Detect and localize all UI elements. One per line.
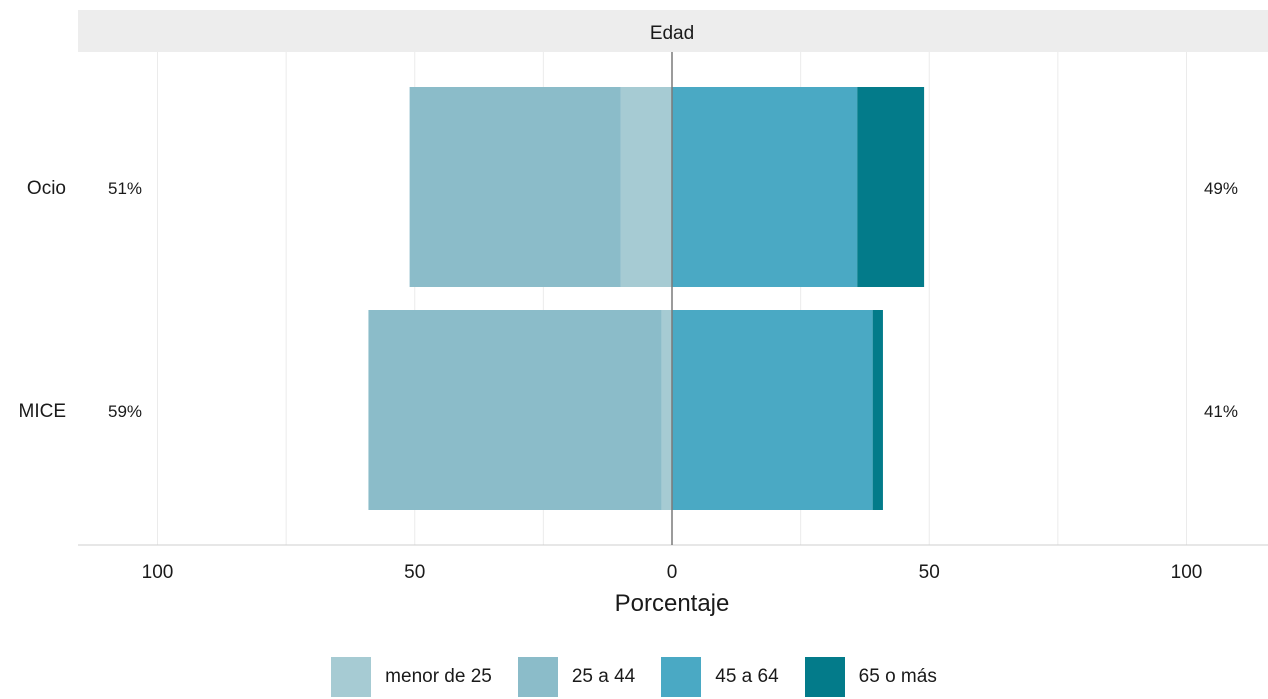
x-tick-label: 100 <box>142 562 174 583</box>
x-tick-label: 50 <box>404 562 425 583</box>
legend: menor de 25 25 a 44 45 a 64 65 o más <box>0 655 1268 699</box>
facet-label: Edad <box>650 23 694 44</box>
legend-item: 45 a 64 <box>661 657 779 697</box>
legend-swatch <box>804 657 845 697</box>
left-total-label: 51% <box>108 179 142 198</box>
bar <box>672 87 858 287</box>
x-tick-label: 50 <box>919 562 940 583</box>
bar <box>857 87 925 287</box>
category-label: Ocio <box>27 178 66 199</box>
bar <box>620 87 672 287</box>
legend-item: 65 o más <box>804 657 937 697</box>
legend-label: 25 a 44 <box>571 666 636 687</box>
bar <box>661 310 672 510</box>
legend-label: 65 o más <box>858 666 937 687</box>
legend-swatch <box>661 657 702 697</box>
legend-item: menor de 25 <box>331 657 492 697</box>
legend-swatch <box>331 657 372 697</box>
bar <box>368 310 662 510</box>
right-total-label: 49% <box>1204 179 1238 198</box>
x-tick-label: 0 <box>667 562 678 583</box>
x-tick-label: 100 <box>1171 562 1203 583</box>
bar <box>872 310 883 510</box>
right-total-label: 41% <box>1204 402 1238 421</box>
legend-swatch <box>517 657 558 697</box>
legend-item: 25 a 44 <box>517 657 636 697</box>
bar <box>409 87 621 287</box>
facet-strip <box>78 10 1268 52</box>
legend-label: menor de 25 <box>385 666 492 687</box>
left-total-label: 59% <box>108 402 142 421</box>
category-label: MICE <box>19 401 67 422</box>
bar <box>672 310 873 510</box>
legend-label: 45 a 64 <box>715 666 779 687</box>
x-axis-title: Porcentaje <box>615 590 730 617</box>
chart-svg: Edad Ocio 51% 49% MICE 59% 41% 100 50 0 50 100 Por… <box>19 10 1268 617</box>
